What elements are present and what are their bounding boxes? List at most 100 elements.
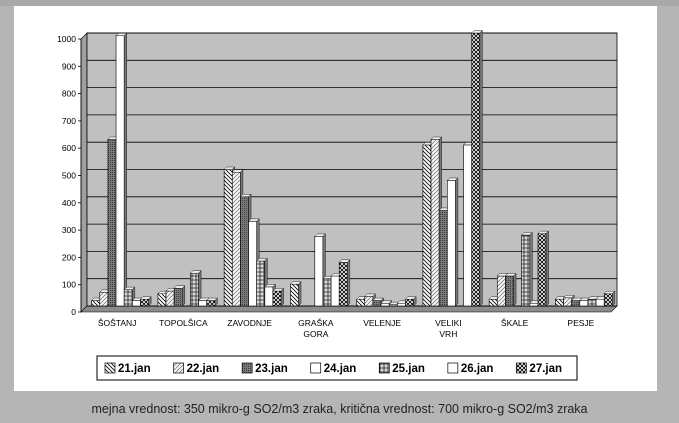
y-tick-label: 200	[62, 252, 76, 262]
bar	[364, 296, 374, 307]
bar	[463, 144, 473, 307]
bar	[496, 275, 506, 307]
bar	[173, 287, 183, 307]
legend-label: 27.jan	[529, 363, 562, 375]
bar	[290, 283, 299, 307]
bar	[430, 139, 440, 307]
legend-label: 23.jan	[255, 363, 288, 375]
bar	[521, 234, 531, 307]
x-tick-label: GRAŠKA	[298, 318, 334, 328]
bar-side	[280, 288, 284, 307]
bar	[388, 304, 398, 307]
chart-frame: 0 100 200 300 400 500 600 700 800 900 1000 ŠOŠTANJ T…	[14, 6, 657, 391]
bar	[165, 290, 175, 307]
x-tick-label: GORA	[303, 329, 328, 339]
plot-floor	[80, 305, 618, 313]
y-tick-label: 400	[62, 198, 76, 208]
bar	[603, 293, 613, 307]
bar	[356, 298, 366, 307]
bar	[123, 289, 133, 307]
bar	[240, 196, 249, 307]
bar	[132, 300, 141, 307]
y-tick-label: 800	[62, 89, 76, 99]
bar-side	[612, 290, 616, 307]
bar	[505, 275, 514, 307]
bar-side	[347, 259, 351, 307]
chart-caption: mejna vrednost: 350 mikro-g SO2/m3 zraka…	[91, 402, 588, 416]
legend-label: 22.jan	[187, 363, 220, 375]
legend-swatch	[447, 362, 459, 374]
legend-label: 21.jan	[118, 363, 151, 375]
legend-swatch	[310, 362, 322, 374]
bar	[140, 298, 149, 307]
bar	[438, 210, 448, 307]
y-tick-label: 0	[71, 307, 76, 317]
bar	[537, 233, 547, 307]
bar	[422, 144, 432, 307]
bar	[405, 298, 414, 307]
bar	[372, 300, 382, 307]
bar	[555, 298, 564, 307]
bar	[571, 300, 581, 307]
bar	[563, 297, 572, 307]
bar-chart: 0 100 200 300 400 500 600 700 800 900 1000 ŠOŠTANJ T…	[57, 30, 618, 381]
bar	[256, 260, 266, 307]
bar-side	[529, 232, 533, 307]
x-tick-label: TOPOLŠICA	[159, 318, 208, 328]
x-tick-label: PESJE	[567, 318, 594, 328]
bar	[157, 293, 167, 307]
bar	[579, 300, 589, 307]
bar	[115, 35, 125, 307]
bar	[107, 139, 117, 307]
y-tick-label: 100	[62, 280, 76, 290]
bar-side	[545, 230, 549, 307]
bar-side	[413, 296, 417, 307]
bar-side	[123, 32, 127, 307]
bar	[330, 275, 340, 307]
bar	[272, 290, 282, 307]
bar-side	[182, 285, 186, 307]
x-tick-label: ŠOŠTANJ	[98, 318, 137, 328]
bar	[91, 300, 101, 307]
legend-label: 26.jan	[461, 363, 494, 375]
legend-swatch	[378, 362, 390, 374]
bar	[447, 180, 456, 307]
y-tick-label: 300	[62, 225, 76, 235]
x-tick-label: ZAVODNJE	[227, 318, 272, 328]
y-tick-label: 600	[62, 143, 76, 153]
bar-side	[148, 296, 152, 307]
x-tick-label: VELENJE	[363, 318, 401, 328]
top-strip	[0, 0, 679, 6]
bar-side	[513, 272, 517, 307]
legend-label: 24.jan	[324, 363, 357, 375]
plot-side-wall	[80, 32, 88, 313]
x-tick-label: VELIKI	[435, 318, 461, 328]
bar	[488, 298, 498, 307]
bar-side	[214, 297, 218, 307]
bar	[314, 236, 324, 307]
bar	[380, 302, 390, 307]
legend-swatch	[241, 362, 253, 374]
bar	[198, 300, 208, 307]
bar	[587, 298, 597, 307]
legend-label: 25.jan	[392, 363, 425, 375]
legend-swatch	[173, 362, 184, 374]
bar	[206, 300, 216, 307]
x-tick-label: ŠKALE	[501, 318, 529, 328]
bar	[248, 221, 257, 307]
bar	[231, 171, 241, 307]
y-tick-label: 1000	[57, 34, 76, 44]
bar	[264, 286, 274, 307]
legend-swatch	[104, 362, 116, 374]
bar	[397, 302, 406, 307]
bar-side	[298, 281, 302, 307]
bar	[322, 278, 332, 307]
bar	[190, 272, 199, 307]
bar	[471, 32, 481, 307]
bar	[223, 169, 233, 307]
y-tick-label: 900	[62, 61, 76, 71]
bar	[529, 302, 539, 307]
y-tick-label: 700	[62, 116, 76, 126]
bar	[595, 298, 605, 307]
bar-side	[479, 30, 483, 307]
